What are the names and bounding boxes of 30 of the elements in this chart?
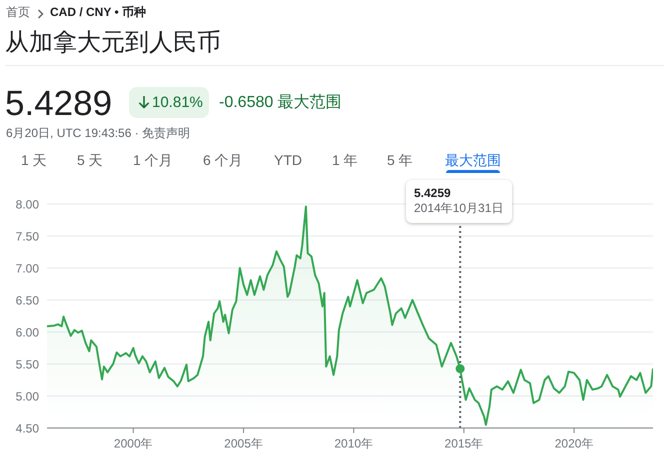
y-tick-label: 7.00 [16, 261, 40, 276]
text: CAD / CNY • 币种 [50, 5, 146, 20]
tooltip-card: 5.4259 2014年10月31日 [406, 180, 512, 223]
text: 6 个月 [203, 152, 243, 168]
y-tick-label: 8.00 [16, 197, 40, 212]
text: 5 年 [387, 152, 413, 168]
y-tick-label: 6.00 [16, 325, 40, 340]
x-tick-label: 2000年 [114, 436, 153, 451]
text: 1 年 [332, 152, 358, 168]
y-tick-label: 7.50 [16, 229, 40, 244]
text: 1 天 [21, 152, 47, 168]
x-tick-label: 2005年 [224, 436, 263, 451]
text: 最大范围 [445, 152, 501, 168]
text: 首页 [6, 5, 30, 20]
text: 6月20日, UTC 19:43:56 · 免责声明 [6, 126, 190, 141]
text: 5.4289 [5, 84, 112, 124]
y-tick-label: 6.50 [16, 293, 40, 308]
x-tick-label: 2020年 [554, 436, 594, 451]
x-tick-label: 2015年 [444, 436, 484, 451]
text: 1 个月 [133, 152, 173, 168]
chart-title: 从加拿大元到人民币 [5, 29, 221, 57]
y-tick-label: 5.50 [16, 357, 40, 372]
text: YTD [274, 152, 302, 168]
x-tick-label: 2010年 [334, 436, 374, 451]
annotation: 2014年10月31日 [414, 201, 504, 216]
y-tick-label: 5.00 [16, 389, 40, 404]
y-tick-label: 4.50 [16, 421, 40, 436]
text: -0.6580 最大范围 [219, 94, 342, 112]
text: 5 天 [77, 152, 103, 168]
change-badge: 10.81% [129, 87, 209, 118]
